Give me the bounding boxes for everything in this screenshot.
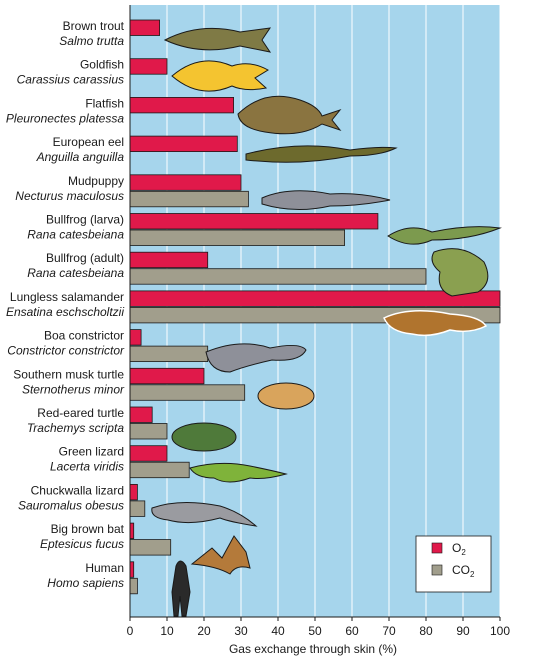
category-scientific-3: Anguilla anguilla	[36, 150, 125, 164]
legend-label-co2: CO2	[452, 563, 475, 579]
tadpole-illustration	[387, 226, 502, 245]
legend-swatch-co2	[431, 564, 443, 576]
category-name-13: Big brown bat	[51, 522, 125, 536]
flatfish-illustration	[237, 95, 342, 135]
category-scientific-1: Carassius carassius	[17, 73, 124, 87]
category-scientific-10: Trachemys scripta	[27, 421, 124, 435]
bar-co2-9	[129, 384, 246, 401]
category-name-12: Chuckwalla lizard	[31, 483, 124, 497]
bar-o2-1	[129, 58, 168, 75]
bar-o2-9	[129, 367, 205, 385]
category-scientific-9: Sternotherus minor	[22, 382, 125, 396]
category-name-1: Goldfish	[80, 58, 124, 72]
x-axis: 0 10 20 30 40 50 60 70 80 90 100 Gas exchange throu…	[127, 5, 510, 656]
animal-illustrations	[151, 27, 502, 617]
bar-co2-11	[129, 461, 190, 479]
category-name-0: Brown trout	[63, 19, 125, 33]
category-scientific-14: Homo sapiens	[47, 576, 124, 590]
category-scientific-2: Pleuronectes platessa	[6, 111, 124, 125]
category-scientific-5: Rana catesbeiana	[27, 228, 124, 242]
category-name-8: Boa constrictor	[44, 329, 124, 343]
bar-co2-13	[129, 539, 172, 556]
bar-o2-8	[129, 329, 142, 346]
x-tick-label-0: 0	[127, 624, 134, 638]
x-tick-label-50: 50	[308, 624, 322, 638]
category-name-14: Human	[85, 561, 124, 575]
category-name-4: Mudpuppy	[68, 174, 124, 188]
category-scientific-8: Constrictor constrictor	[7, 344, 125, 358]
category-name-9: Southern musk turtle	[13, 367, 124, 381]
category-scientific-4: Necturus maculosus	[15, 189, 124, 203]
brown-trout-illustration	[163, 27, 272, 53]
bar-o2-2	[129, 97, 234, 114]
bar-o2-14	[129, 561, 135, 578]
bar-co2-4	[129, 190, 249, 208]
category-scientific-6: Rana catesbeiana	[27, 266, 124, 280]
bar-co2-8	[129, 345, 209, 363]
european-eel-illustration	[245, 145, 398, 163]
bar-co2-14	[129, 577, 138, 595]
bar-o2-11	[129, 445, 168, 462]
mudpuppy-illustration	[261, 190, 391, 211]
bar-o2-6	[129, 251, 209, 269]
bar-o2-5	[129, 213, 379, 230]
category-name-6: Bullfrog (adult)	[46, 251, 124, 265]
x-tick-label-100: 100	[490, 624, 510, 638]
category-name-7: Lungless salamander	[10, 290, 124, 304]
bar-co2-12	[129, 500, 146, 517]
red-eared-turtle-illustration	[171, 422, 237, 452]
x-tick-label-60: 60	[345, 624, 359, 638]
category-scientific-0: Salmo trutta	[59, 34, 124, 48]
category-scientific-11: Lacerta viridis	[50, 460, 124, 474]
legend-box	[415, 535, 492, 593]
chuckwalla-illustration	[151, 501, 258, 527]
bullfrog-illustration	[431, 248, 489, 297]
bar-o2-13	[129, 522, 135, 539]
bar-o2-10	[129, 406, 153, 423]
bar-co2-5	[129, 229, 346, 246]
x-tick-label-40: 40	[271, 624, 285, 638]
legend-swatch-o2	[431, 542, 443, 554]
category-name-2: Flatfish	[85, 96, 124, 110]
x-axis-label: Gas exchange through skin (%)	[229, 642, 397, 656]
legend-label-o2: O2	[452, 541, 466, 557]
goldfish-illustration	[171, 60, 269, 92]
boa-illustration	[205, 343, 307, 373]
bar-o2-4	[129, 174, 242, 191]
salamander-illustration	[383, 310, 488, 337]
x-tick-label-80: 80	[419, 624, 433, 638]
category-name-5: Bullfrog (larva)	[46, 213, 124, 227]
bar-o2-0	[129, 19, 161, 36]
bar-co2-6	[129, 268, 427, 285]
bar-o2-7	[129, 290, 501, 307]
category-scientific-7: Ensatina eschscholtzii	[6, 305, 124, 319]
bar-o2-12	[129, 483, 138, 501]
category-name-3: European eel	[53, 135, 124, 149]
category-scientific-13: Eptesicus fucus	[40, 537, 124, 551]
category-scientific-12: Sauromalus obesus	[18, 498, 124, 512]
green-lizard-illustration	[189, 462, 288, 483]
bar-co2-10	[129, 423, 168, 440]
x-tick-label-30: 30	[234, 624, 248, 638]
x-tick-label-70: 70	[382, 624, 396, 638]
musk-turtle-illustration	[257, 382, 315, 410]
category-name-10: Red-eared turtle	[37, 406, 124, 420]
bat-illustration	[190, 535, 251, 575]
x-tick-label-90: 90	[456, 624, 470, 638]
x-tick-label-10: 10	[160, 624, 174, 638]
bar-o2-3	[129, 135, 238, 153]
human-illustration	[171, 560, 191, 617]
category-name-11: Green lizard	[59, 445, 124, 459]
x-tick-label-20: 20	[197, 624, 211, 638]
